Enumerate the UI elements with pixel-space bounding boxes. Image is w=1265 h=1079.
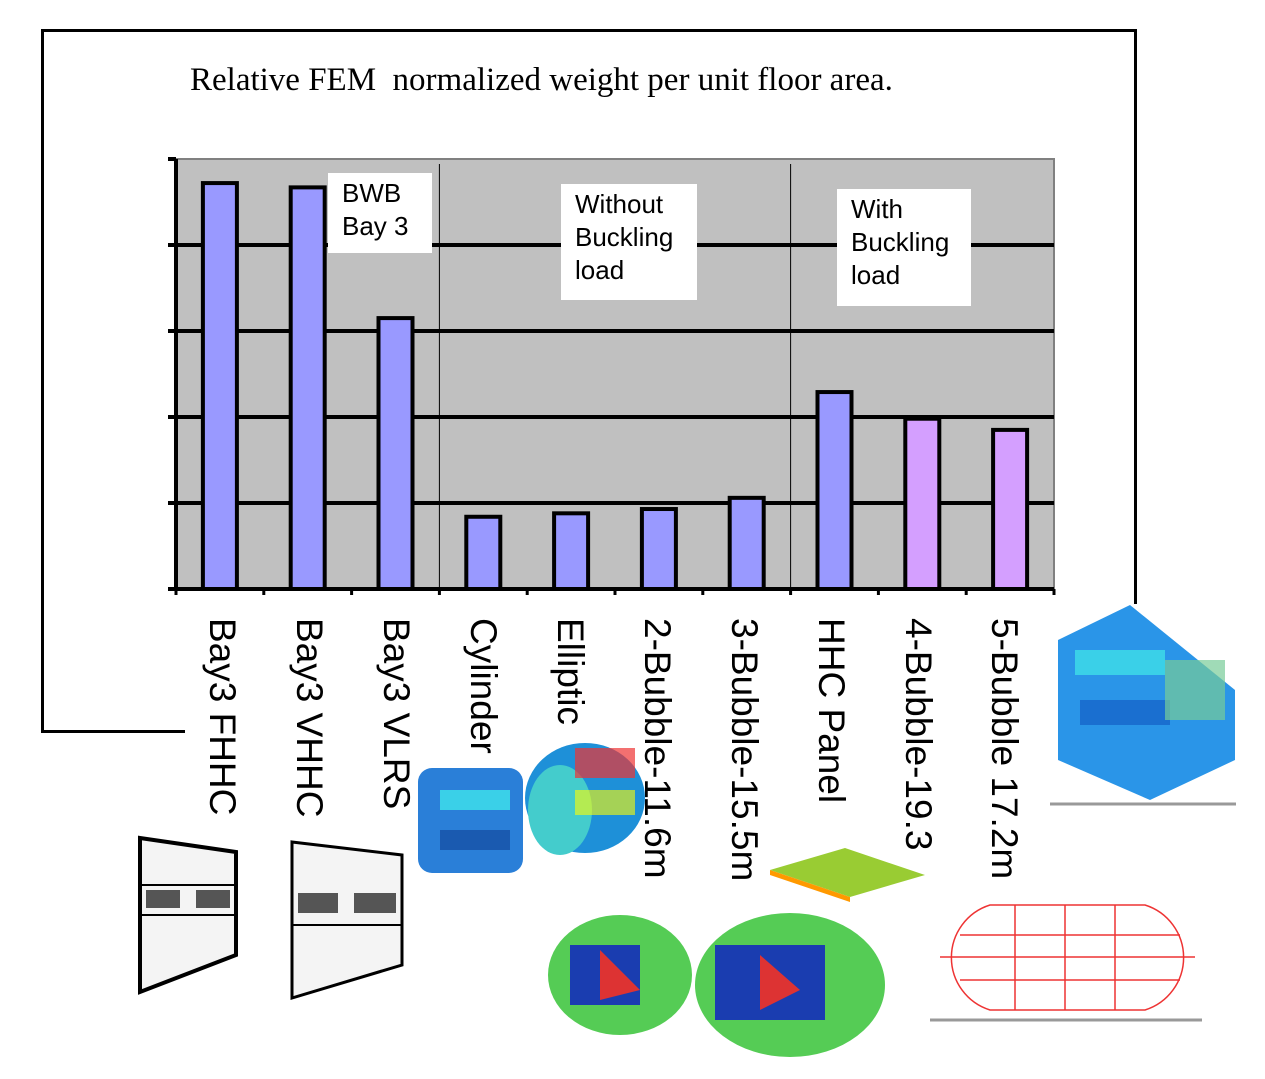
two-bubble-model-image (548, 915, 692, 1035)
group-label-without-buckling: Without Buckling load (561, 184, 697, 300)
four-bubble-outline-image (930, 904, 1202, 1022)
bar (903, 416, 942, 591)
bay3-fhhc-panel-image (138, 835, 238, 995)
x-tick-label: Bay3 FHHC (202, 618, 243, 816)
x-tick-label: Bay3 VLRS (376, 618, 417, 810)
bar (727, 495, 766, 591)
bar (991, 427, 1030, 591)
group-label-line: Buckling (575, 222, 674, 252)
cylinder-model-image (418, 768, 523, 873)
x-tick-label: Bay3 VHHC (289, 618, 330, 818)
group-label-bwb-bay3: BWB Bay 3 (328, 173, 432, 253)
group-label-line: Buckling (851, 227, 950, 257)
group-label-line: With (851, 194, 903, 224)
group-label-with-buckling: With Buckling load (837, 189, 971, 306)
five-bubble-model-image (1050, 605, 1236, 806)
hhc-panel-model-image (770, 848, 925, 902)
chart-title: Relative FEM normalized weight per unit … (190, 62, 893, 98)
elliptic-model-image (525, 743, 645, 855)
group-label-line: load (575, 255, 625, 285)
x-tick-label: 2-Bubble-11.6m (637, 618, 678, 879)
x-tick-label: 3-Bubble-15.5m (724, 618, 765, 882)
frame-left-line (41, 29, 44, 733)
three-bubble-model-image (695, 913, 885, 1057)
frame-top-line (41, 29, 1137, 32)
x-tick-label: 5-Bubble 17.2m (984, 618, 1025, 880)
group-label-line: Without (575, 189, 664, 219)
x-tick-label: 4-Bubble-19.3 (898, 618, 939, 851)
x-tick-label: Elliptic (550, 618, 591, 725)
bar (639, 507, 678, 591)
bar (288, 185, 327, 591)
x-tick-label: HHC Panel (811, 618, 852, 804)
frame-right-line (1134, 29, 1137, 604)
frame-bottom-line (41, 730, 185, 733)
x-tick-label: Cylinder (463, 618, 504, 754)
bay3-vhhc-panel-image (290, 840, 404, 1001)
group-label-line: load (851, 260, 901, 290)
group-label-line: Bay 3 (342, 211, 409, 241)
group-label-line: BWB (342, 178, 402, 208)
